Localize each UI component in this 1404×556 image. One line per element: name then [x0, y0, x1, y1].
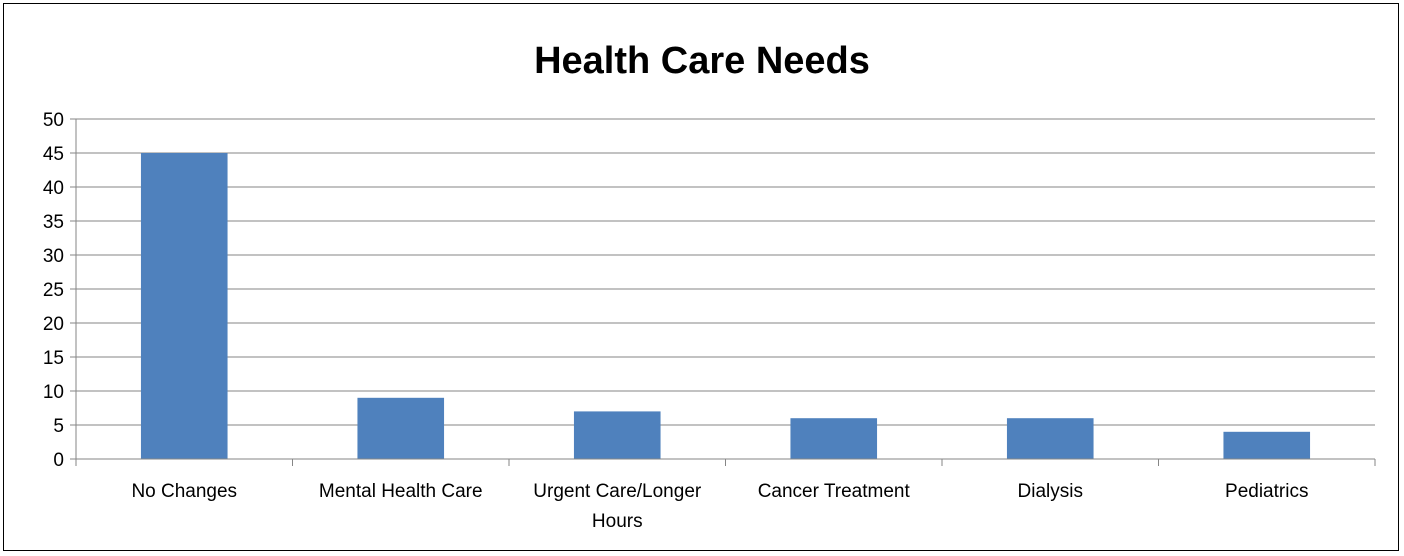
y-tick-label: 50: [43, 110, 64, 131]
y-tick-label: 0: [53, 450, 64, 471]
x-category-label: Pediatrics: [1225, 481, 1308, 502]
y-tick-label: 10: [43, 382, 64, 403]
gridlines: [76, 118, 1375, 426]
x-category-label: Cancer Treatment: [758, 481, 911, 502]
bar: [790, 418, 878, 459]
x-category-label: Dialysis: [1018, 481, 1083, 502]
axes: [70, 118, 1376, 466]
bars: [140, 153, 1311, 459]
x-category-label: Mental Health Care: [319, 481, 483, 502]
y-tick-label: 30: [43, 246, 64, 267]
bar: [1223, 431, 1311, 459]
x-category-label: No Changes: [131, 481, 237, 502]
y-tick-label: 20: [43, 314, 64, 335]
y-tick-label: 5: [53, 416, 64, 437]
y-tick-label: 25: [43, 280, 64, 301]
y-tick-label: 40: [43, 178, 64, 199]
bar-chart: Health Care Needs 0 5 10 15 20 25 30 35 40 45 50 N…: [43, 40, 1376, 532]
bar: [573, 411, 661, 459]
y-tick-label: 35: [43, 212, 64, 233]
bar: [357, 397, 445, 459]
bar: [140, 153, 228, 459]
y-tick-label: 15: [43, 348, 64, 369]
chart-title: Health Care Needs: [534, 40, 870, 82]
x-category-label: Urgent Care/Longer Hours: [533, 481, 702, 532]
chart-frame: Health Care Needs 0 5 10 15 20 25 30 35 40 45 50 N…: [3, 3, 1399, 551]
x-axis-category-labels: No Changes Mental Health Care Urgent Care/…: [131, 481, 1308, 532]
y-axis-tick-labels: 0 5 10 15 20 25 30 35 40 45 50: [43, 110, 64, 471]
bar: [1006, 418, 1094, 459]
y-tick-label: 45: [43, 144, 64, 165]
